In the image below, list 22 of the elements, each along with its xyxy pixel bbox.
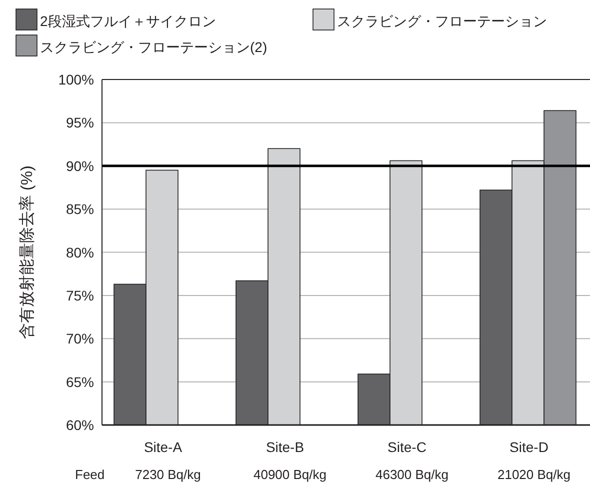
text: 40900 Bq/kg — [253, 467, 327, 482]
text: 21020 Bq/kg — [497, 467, 571, 482]
legend-label: スクラビング・フローテーション — [337, 13, 547, 29]
y-tick-label: 60% — [66, 417, 94, 433]
x-tick-label: Site-D — [510, 439, 548, 455]
y-tick-label: 95% — [66, 114, 94, 131]
y-tick-label: 75% — [66, 287, 94, 304]
text: 46300 Bq/kg — [375, 467, 449, 482]
y-tick-label: 85% — [66, 201, 94, 218]
x-tick-label: Site-A — [144, 439, 183, 455]
x-tick-label: Site-B — [266, 439, 304, 455]
legend-label: スクラビング・フローテーション(2) — [40, 39, 268, 55]
text: 7230 Bq/kg — [135, 467, 201, 482]
x-tick-label: Site-C — [388, 439, 426, 455]
text: Feed — [75, 467, 105, 482]
y-tick-label: 100% — [58, 72, 94, 88]
y-axis-title: 含有放射能量除去率 (%) — [18, 166, 36, 339]
y-tick-label: 65% — [66, 374, 94, 390]
y-tick-label: 90% — [66, 158, 94, 174]
legend-label: 2段湿式フルイ＋サイクロン — [40, 13, 216, 29]
y-tick-label: 70% — [66, 330, 94, 347]
y-tick-label: 80% — [66, 244, 94, 260]
